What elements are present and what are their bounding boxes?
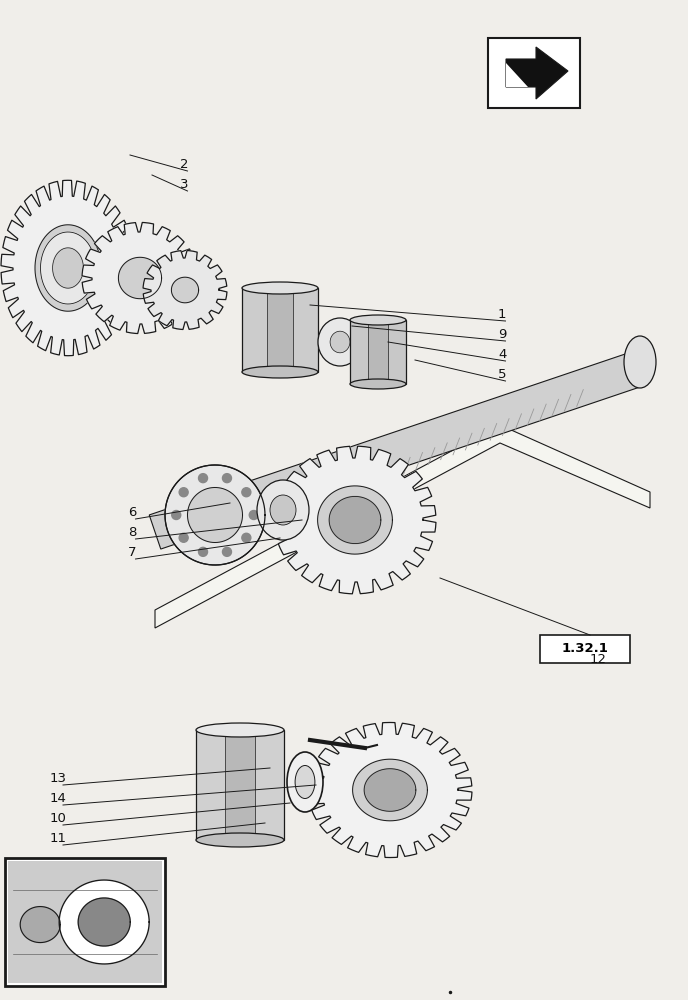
Ellipse shape [295,766,315,798]
Polygon shape [35,225,101,311]
Bar [196,730,284,840]
Bar [488,38,580,108]
Polygon shape [364,769,416,811]
Polygon shape [329,496,381,544]
Bar [368,320,388,384]
Bar [8,861,162,983]
Ellipse shape [287,752,323,812]
Bar [224,730,255,840]
Ellipse shape [270,495,296,525]
Polygon shape [506,63,528,87]
Circle shape [179,488,188,497]
Polygon shape [1,180,135,356]
Polygon shape [118,257,162,299]
Text: 2: 2 [180,158,189,171]
Text: 9: 9 [498,328,506,341]
Circle shape [199,547,208,556]
Polygon shape [274,446,436,594]
Bar [267,288,293,372]
Polygon shape [155,425,650,628]
Text: 13: 13 [50,772,67,785]
Ellipse shape [624,336,656,388]
Text: 14: 14 [50,792,67,805]
Text: 1: 1 [498,308,506,321]
Ellipse shape [257,480,309,540]
Text: 10: 10 [50,812,67,825]
Ellipse shape [196,723,284,737]
Polygon shape [59,880,149,964]
Circle shape [242,533,251,542]
Circle shape [199,474,208,483]
Ellipse shape [242,366,318,378]
Polygon shape [20,907,61,943]
Polygon shape [318,486,392,554]
Ellipse shape [196,833,284,847]
Polygon shape [165,465,265,565]
Text: 11: 11 [50,832,67,845]
Circle shape [242,488,251,497]
Polygon shape [52,248,83,288]
Ellipse shape [330,331,350,353]
Polygon shape [78,898,130,946]
Polygon shape [149,351,646,549]
Polygon shape [41,232,96,304]
Circle shape [179,533,188,542]
Bar [540,635,630,663]
Polygon shape [353,759,427,821]
Text: 4: 4 [498,348,506,361]
Polygon shape [188,488,242,542]
Circle shape [249,510,258,520]
Polygon shape [308,722,472,858]
Polygon shape [143,251,227,329]
Circle shape [222,547,231,556]
Ellipse shape [318,318,362,366]
Text: 1.32.1: 1.32.1 [561,643,608,656]
Ellipse shape [242,282,318,294]
Polygon shape [171,277,199,303]
Text: 6: 6 [128,506,136,519]
Bar [5,858,165,986]
Bar [242,288,318,372]
Ellipse shape [350,379,406,389]
Ellipse shape [350,315,406,325]
Polygon shape [82,222,198,334]
Polygon shape [506,47,568,99]
Text: 8: 8 [128,526,136,539]
Circle shape [222,474,231,483]
Text: 5: 5 [498,368,506,381]
Bar [350,320,406,384]
Text: 12: 12 [590,653,607,666]
Text: 3: 3 [180,178,189,191]
Circle shape [172,510,181,520]
Text: 7: 7 [128,546,136,559]
